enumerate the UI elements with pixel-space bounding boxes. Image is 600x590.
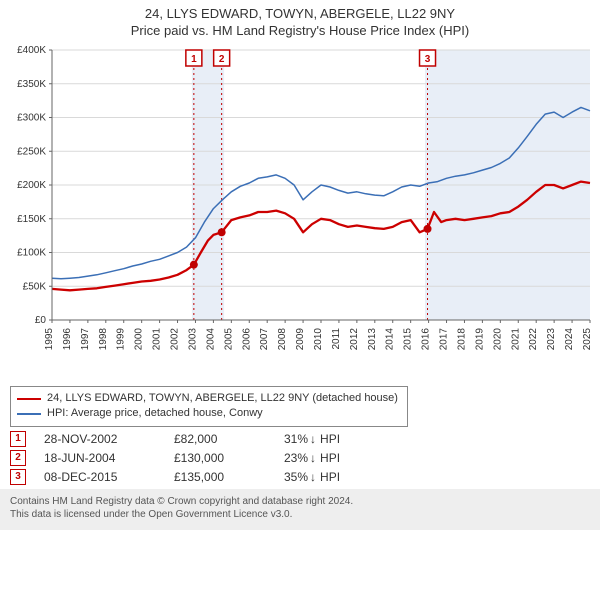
svg-text:1: 1 (191, 54, 197, 65)
svg-text:2017: 2017 (439, 328, 450, 351)
svg-text:1995: 1995 (44, 328, 55, 351)
event-table: 128-NOV-2002£82,00031%↓ HPI218-JUN-2004£… (10, 431, 590, 485)
svg-text:2005: 2005 (223, 328, 234, 351)
svg-text:2019: 2019 (474, 328, 485, 351)
svg-text:2010: 2010 (313, 328, 324, 351)
svg-text:£100K: £100K (17, 248, 46, 259)
svg-text:2: 2 (219, 54, 225, 65)
svg-text:1997: 1997 (80, 328, 91, 351)
svg-text:3: 3 (425, 54, 431, 65)
svg-text:2025: 2025 (582, 328, 593, 351)
event-price: £135,000 (174, 470, 284, 484)
svg-text:2006: 2006 (241, 328, 252, 351)
svg-text:£0: £0 (35, 315, 47, 326)
event-price: £82,000 (174, 432, 284, 446)
event-vs-hpi: 35%↓ HPI (284, 470, 340, 484)
svg-text:£50K: £50K (23, 281, 47, 292)
svg-text:£400K: £400K (17, 45, 46, 56)
chart-title-address: 24, LLYS EDWARD, TOWYN, ABERGELE, LL22 9… (10, 6, 590, 21)
svg-text:2011: 2011 (331, 328, 342, 350)
svg-text:2024: 2024 (564, 328, 575, 351)
event-suffix: HPI (320, 432, 340, 446)
legend-swatch (17, 413, 41, 415)
price-chart: 1 2 3 £0 £50K £100K £150K £200K £250K £300K £350K £… (0, 40, 600, 380)
svg-text:2013: 2013 (367, 328, 378, 351)
event-price: £130,000 (174, 451, 284, 465)
page-root: 24, LLYS EDWARD, TOWYN, ABERGELE, LL22 9… (0, 0, 600, 530)
svg-text:2008: 2008 (277, 328, 288, 351)
arrow-down-icon: ↓ (310, 451, 316, 465)
event-pct: 35% (284, 470, 308, 484)
svg-text:2014: 2014 (385, 328, 396, 351)
svg-text:2003: 2003 (187, 328, 198, 351)
svg-text:2016: 2016 (421, 328, 432, 351)
event-marker-box: 2 (10, 450, 26, 466)
svg-text:2000: 2000 (134, 328, 145, 351)
event-pct: 23% (284, 451, 308, 465)
svg-text:£150K: £150K (17, 214, 46, 225)
event-vs-hpi: 31%↓ HPI (284, 432, 340, 446)
svg-text:1998: 1998 (98, 328, 109, 351)
svg-text:1996: 1996 (62, 328, 73, 351)
event-date: 08-DEC-2015 (44, 470, 174, 484)
svg-text:2004: 2004 (205, 328, 216, 351)
svg-text:2002: 2002 (170, 328, 181, 351)
event-marker-box: 1 (10, 431, 26, 447)
event-row: 2 18-JUN-2004£130,00023%↓ HPI (10, 450, 590, 466)
footer-line-1: Contains HM Land Registry data © Crown c… (10, 495, 590, 509)
chart-title-subtitle: Price paid vs. HM Land Registry's House … (10, 23, 590, 38)
svg-text:2022: 2022 (528, 328, 539, 351)
arrow-down-icon: ↓ (310, 432, 316, 446)
event-vs-hpi: 23%↓ HPI (284, 451, 340, 465)
svg-text:2020: 2020 (492, 328, 503, 351)
svg-text:1999: 1999 (116, 328, 127, 351)
legend-swatch (17, 398, 41, 400)
arrow-down-icon: ↓ (310, 470, 316, 484)
chart-legend: 24, LLYS EDWARD, TOWYN, ABERGELE, LL22 9… (10, 386, 408, 427)
svg-text:£200K: £200K (17, 180, 46, 191)
event-row: 1 28-NOV-2002£82,00031%↓ HPI (10, 431, 590, 447)
svg-text:2001: 2001 (152, 328, 163, 351)
chart-titles: 24, LLYS EDWARD, TOWYN, ABERGELE, LL22 9… (0, 0, 600, 40)
legend-item: HPI: Average price, detached house, Conw… (17, 406, 401, 421)
svg-text:2023: 2023 (546, 328, 557, 351)
legend-label: HPI: Average price, detached house, Conw… (47, 406, 263, 421)
event-suffix: HPI (320, 451, 340, 465)
svg-text:2018: 2018 (456, 328, 467, 351)
legend-label: 24, LLYS EDWARD, TOWYN, ABERGELE, LL22 9… (47, 391, 398, 406)
event-date: 18-JUN-2004 (44, 451, 174, 465)
svg-text:2015: 2015 (403, 328, 414, 351)
chart-svg: 1 2 3 £0 £50K £100K £150K £200K £250K £300K £350K £… (0, 40, 600, 375)
svg-text:2007: 2007 (259, 328, 270, 351)
event-pct: 31% (284, 432, 308, 446)
event-marker-box: 3 (10, 469, 26, 485)
event-suffix: HPI (320, 470, 340, 484)
svg-text:£250K: £250K (17, 146, 46, 157)
event-date: 28-NOV-2002 (44, 432, 174, 446)
svg-text:£300K: £300K (17, 113, 46, 124)
svg-text:2009: 2009 (295, 328, 306, 351)
footer-line-2: This data is licensed under the Open Gov… (10, 508, 590, 522)
footer-attribution: Contains HM Land Registry data © Crown c… (0, 489, 600, 530)
event-row: 3 08-DEC-2015£135,00035%↓ HPI (10, 469, 590, 485)
legend-item: 24, LLYS EDWARD, TOWYN, ABERGELE, LL22 9… (17, 391, 401, 406)
svg-text:£350K: £350K (17, 79, 46, 90)
svg-text:2012: 2012 (349, 328, 360, 351)
svg-text:2021: 2021 (510, 328, 521, 351)
